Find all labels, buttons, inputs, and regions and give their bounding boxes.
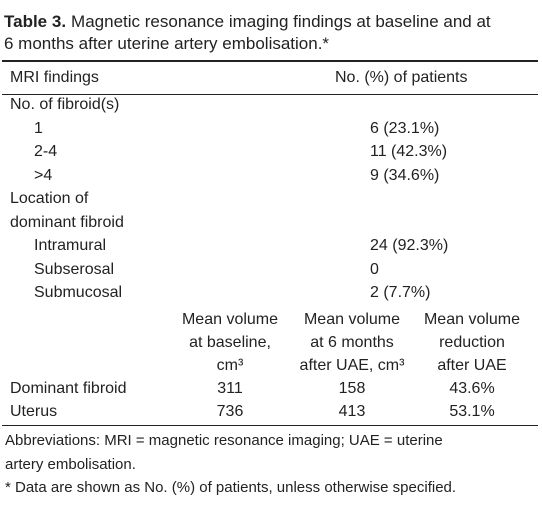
footnote: artery embolisation. xyxy=(5,455,136,473)
row-label: Dominant fibroid xyxy=(10,380,127,397)
title-text: 6 months after uterine artery embolisati… xyxy=(4,34,330,53)
row-label: 1 xyxy=(34,119,43,137)
row-label: >4 xyxy=(34,166,53,184)
volume-header: Mean volume xyxy=(423,311,521,328)
bottom-rule xyxy=(2,425,538,426)
row-label: 2-4 xyxy=(34,143,58,160)
volume-value: 413 xyxy=(338,403,366,420)
volume-value: 158 xyxy=(338,380,366,397)
volume-value: 53.1% xyxy=(449,403,495,420)
section-heading: dominant fibroid xyxy=(10,213,124,231)
top-rule xyxy=(2,60,538,62)
row-value: 9 (34.6%) xyxy=(370,166,440,184)
footnote: Abbreviations: MRI = magnetic resonance … xyxy=(5,432,443,449)
column-header: MRI findings xyxy=(10,69,99,86)
row-label: Intramural xyxy=(34,237,107,254)
volume-value: 43.6% xyxy=(449,380,495,397)
header-rule xyxy=(2,94,538,95)
row-label: Subserosal xyxy=(34,260,115,278)
volume-header: cm³ xyxy=(216,357,244,374)
volume-header: after UAE xyxy=(437,357,507,374)
row-value: 2 (7.7%) xyxy=(370,284,431,301)
section-heading: No. of fibroid(s) xyxy=(10,96,120,113)
title-text: Magnetic resonance imaging findings at b… xyxy=(71,12,491,31)
footnote: * Data are shown as No. (%) of patients,… xyxy=(5,479,457,496)
row-value: 11 (42.3%) xyxy=(370,143,448,160)
row-value: 6 (23.1%) xyxy=(370,119,440,137)
row-label: Uterus xyxy=(10,403,58,420)
volume-header: at baseline, xyxy=(189,334,271,351)
volume-header: after UAE, cm³ xyxy=(299,357,405,374)
column-header: No. (%) of patients xyxy=(335,69,468,86)
volume-header: Mean volume xyxy=(181,311,279,328)
row-value: 0 xyxy=(370,260,379,278)
volume-value: 736 xyxy=(216,403,244,420)
volume-value: 311 xyxy=(217,380,243,397)
volume-header: Mean volume xyxy=(303,311,401,328)
section-heading: Location of xyxy=(10,190,89,207)
row-value: 24 (92.3%) xyxy=(370,237,449,254)
row-label: Submucosal xyxy=(34,284,123,301)
volume-header: reduction xyxy=(439,334,505,351)
volume-header: at 6 months xyxy=(310,334,394,351)
title-label: Table 3. xyxy=(4,12,67,31)
